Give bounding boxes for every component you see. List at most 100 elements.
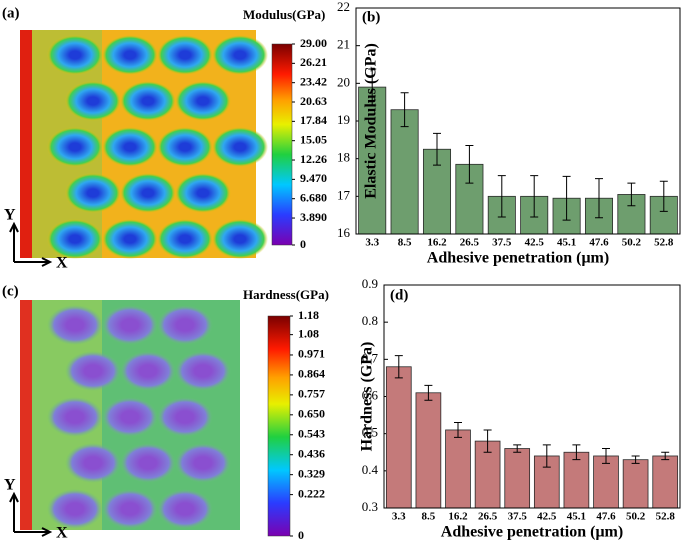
colorbar-tick-label: 1.08 [298, 326, 319, 340]
colorbar-tick-label: 0.757 [298, 387, 325, 401]
colorbar-title: Hardness(GPa) [243, 287, 329, 302]
panel-label: (a) [2, 5, 20, 21]
colorbar-tick-label: 15.05 [300, 132, 327, 146]
y-tick-label: 20 [337, 74, 350, 89]
map-cell [102, 219, 158, 259]
error-bar [513, 444, 522, 453]
map-cell [157, 219, 213, 259]
y-tick-label: 16 [337, 225, 351, 240]
error-bar [465, 144, 474, 184]
map-cell [212, 35, 268, 75]
map-cell [157, 489, 213, 529]
colorbar-tick-label: 17.84 [300, 113, 327, 127]
map-cell [157, 127, 213, 167]
map-cell [157, 35, 213, 75]
axis-y-label: Y [4, 477, 16, 494]
hardness-map [20, 300, 240, 530]
x-axis-title: Adhesive penetration (μm) [441, 524, 623, 541]
bar [415, 392, 442, 509]
map-cell [175, 351, 231, 391]
error-bar [497, 175, 506, 218]
arrow-heads [9, 491, 53, 537]
panel-label: (b) [362, 9, 380, 25]
map-cell [47, 305, 103, 345]
map-cell [47, 127, 103, 167]
map-cell [120, 81, 176, 121]
map-cell [175, 81, 231, 121]
bar [385, 366, 412, 509]
error-bar [424, 384, 433, 401]
y-tick-label: 0.8 [362, 313, 378, 328]
colorbar-tick-label: 26.21 [300, 55, 327, 69]
plot-frame [355, 7, 681, 235]
map-cell [175, 443, 231, 483]
axis-arrows [13, 496, 48, 533]
map-cell [47, 35, 103, 75]
error-bar [627, 182, 636, 207]
x-tick-label: 26.5 [478, 511, 498, 523]
bar [563, 451, 590, 509]
colorbar-tick-label: 0.543 [298, 427, 325, 441]
y-tick-label: 17 [337, 187, 351, 202]
colorbar-tick-label: 0.650 [298, 407, 325, 421]
x-tick-label: 3.3 [365, 237, 379, 249]
colorbar-tick-label: 3.890 [300, 210, 327, 224]
map-cell [102, 489, 158, 529]
map-cell [102, 305, 158, 345]
y-tick-label: 0.9 [362, 276, 378, 291]
error-bar [562, 175, 571, 221]
map-cell [47, 219, 103, 259]
map-cell [65, 351, 121, 391]
x-tick-label: 37.5 [492, 237, 512, 249]
bar [390, 109, 419, 235]
colorbar-tick-label: 0.329 [298, 466, 325, 480]
map-cell [175, 173, 231, 213]
error-bar [631, 455, 640, 464]
error-bar [483, 429, 492, 453]
error-bar [368, 68, 377, 106]
error-bar [602, 448, 610, 464]
map-cell [157, 305, 213, 345]
x-tick-label: 8.5 [422, 511, 436, 523]
y-tick-label: 0.6 [362, 387, 379, 402]
bar [504, 448, 531, 509]
colorbar-tick-label: 12.26 [300, 152, 327, 166]
map-edge [20, 30, 32, 258]
map-edge [20, 300, 32, 530]
x-tick-label: 26.5 [460, 237, 480, 249]
x-tick-label: 52.8 [654, 237, 674, 249]
map-cell [120, 443, 176, 483]
error-bar [394, 355, 403, 379]
error-bar [659, 180, 668, 212]
x-tick-label: 52.8 [656, 511, 676, 523]
bar [358, 86, 387, 235]
y-tick-label: 22 [337, 0, 350, 14]
map-cell [102, 127, 158, 167]
colorbar-tick-label: 0.222 [298, 486, 325, 500]
y-tick-label: 21 [337, 37, 350, 52]
x-tick-label: 47.6 [589, 237, 609, 249]
y-tick-label: 0.5 [362, 425, 378, 440]
x-tick-label: 45.1 [567, 511, 586, 523]
x-tick-label: 47.6 [596, 511, 616, 523]
colorbar-title: Modulus(GPa) [243, 7, 325, 22]
map-cell [65, 81, 121, 121]
colorbar-tick-label: 0 [300, 237, 306, 251]
plot-frame [383, 284, 681, 509]
colorbar-tick-label: 6.680 [300, 190, 327, 204]
bar [445, 429, 471, 509]
map-cell [65, 443, 121, 483]
x-tick-label: 3.3 [392, 511, 406, 523]
map-cell [65, 173, 121, 213]
map-cell [212, 219, 268, 259]
colorbar-tick-label: 1.18 [298, 308, 319, 322]
colorbar-tick-label: 29.00 [300, 36, 327, 50]
map-cell [212, 127, 268, 167]
map-cell [120, 351, 176, 391]
x-tick-label: 8.5 [398, 237, 412, 249]
colorbar-tick-label: 0.436 [298, 446, 325, 460]
map-cell [102, 35, 158, 75]
x-tick-label: 50.2 [626, 511, 646, 523]
colorbar-tick-label: 0 [298, 528, 304, 542]
